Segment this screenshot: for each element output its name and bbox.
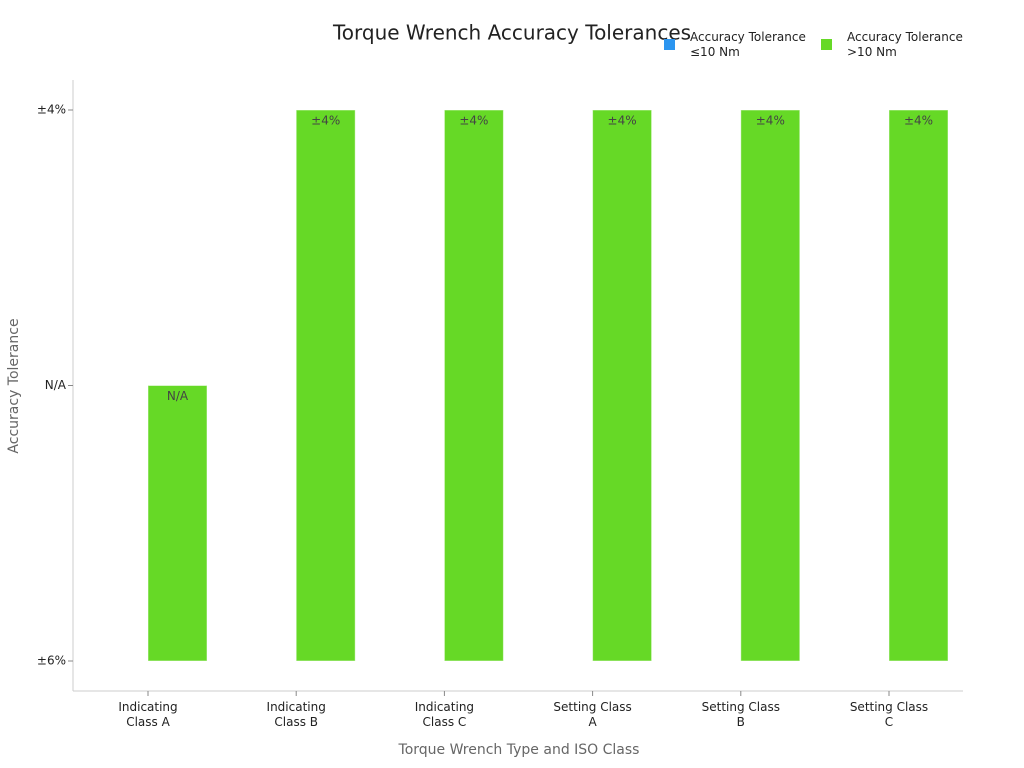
- y-tick-label: N/A: [45, 378, 67, 392]
- y-axis-label: Accuracy Tolerance: [6, 318, 22, 453]
- legend-swatch: [821, 39, 832, 50]
- x-tick-label: Setting Class B: [701, 700, 780, 729]
- bar: [740, 109, 801, 662]
- data-label: ±4%: [904, 114, 933, 128]
- data-label: ±4%: [459, 114, 488, 128]
- bar: [295, 109, 356, 662]
- chart-title: Torque Wrench Accuracy Tolerances: [332, 21, 691, 45]
- y-tick-label: ±6%: [37, 654, 66, 668]
- bar: [592, 109, 653, 662]
- x-tick-label: Setting Class C: [849, 700, 929, 729]
- bar: [147, 385, 208, 662]
- legend-label: Accuracy Tolerance >10 Nm: [847, 30, 963, 59]
- bar: [888, 109, 949, 662]
- data-label: N/A: [167, 389, 189, 403]
- data-label: ±4%: [608, 114, 637, 128]
- x-tick-label: Indicating Class A: [118, 700, 178, 729]
- bar: [443, 109, 504, 662]
- x-axis-label: Torque Wrench Type and ISO Class: [398, 742, 640, 758]
- x-tick-label: Indicating Class C: [414, 700, 475, 729]
- x-tick-label: Indicating Class B: [266, 700, 326, 729]
- data-label: ±4%: [311, 114, 340, 128]
- x-tick-label: Setting Class A: [553, 700, 632, 729]
- data-label: ±4%: [756, 114, 785, 128]
- y-tick-label: ±4%: [37, 103, 66, 117]
- legend-label: Accuracy Tolerance ≤10 Nm: [690, 30, 806, 59]
- legend-swatch: [664, 39, 675, 50]
